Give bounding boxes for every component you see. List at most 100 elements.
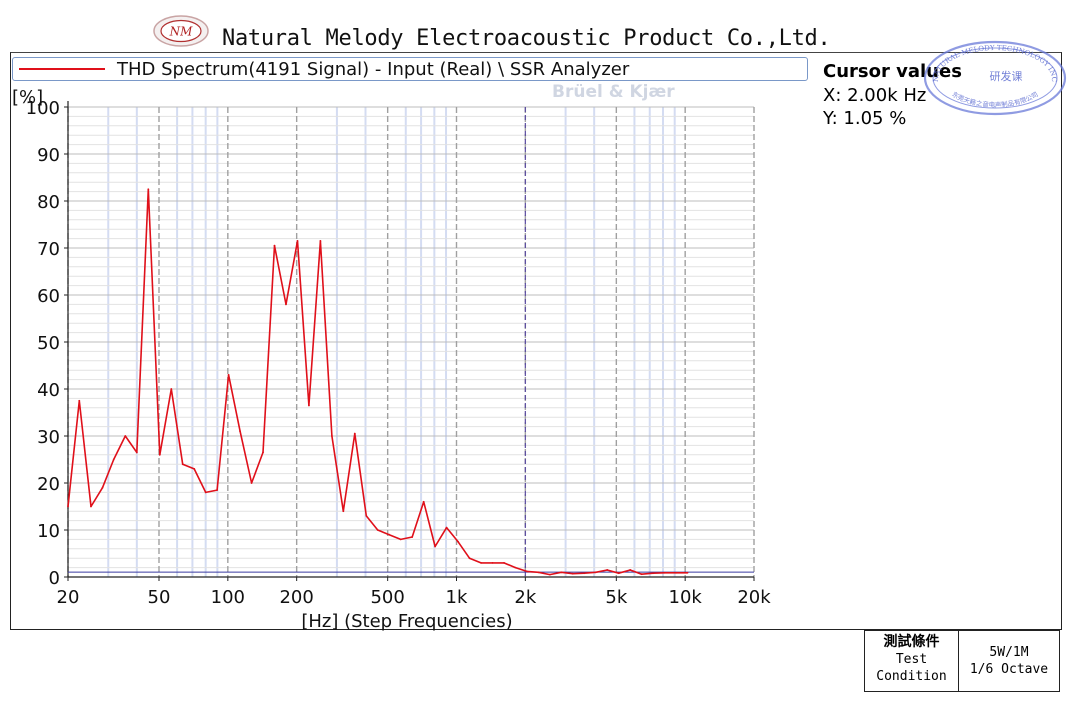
y-tick-label: 0 [49,568,60,589]
data-point [617,572,620,575]
data-point [468,557,471,560]
y-tick-label: 30 [37,427,60,448]
data-point [640,573,643,576]
company-logo: NM [153,15,209,47]
svg-text:东莞天籁之音电声制品有限公司: 东莞天籁之音电声制品有限公司 [950,89,1039,109]
y-tick-label: 100 [26,98,60,119]
data-point [330,435,333,437]
data-point [629,569,632,571]
test-condition-table: 測試條件 Test Condition 5W/1M 1/6 Octave [864,630,1060,692]
data-point [399,538,402,541]
test-condition-label-en-2: Condition [876,669,947,684]
data-point [124,435,127,437]
data-point [227,374,230,376]
data-point [365,515,368,517]
data-point [411,536,414,538]
data-point [101,486,104,489]
data-point [239,430,241,433]
data-point [285,303,287,306]
data-point [663,571,666,574]
data-point [480,562,482,564]
test-condition-value: 5W/1M 1/6 Octave [959,631,1059,691]
x-tick-label: 20 [57,587,80,608]
data-point [571,572,574,575]
x-tick-label: 50 [148,587,171,608]
x-tick-label: 500 [370,587,404,608]
data-point [457,540,459,543]
test-condition-label-cn: 測試條件 [883,634,940,650]
data-point [537,571,540,574]
data-point [526,570,528,573]
test-condition-value-1: 5W/1M [989,645,1029,660]
chart-frame [10,52,1062,630]
data-point [308,404,310,407]
y-tick-label: 20 [37,474,60,495]
data-point [262,451,264,454]
legend-swatch [19,68,105,70]
x-axis-label: [Hz] (Step Frequencies) [301,611,512,632]
x-tick-label: 5k [605,587,627,608]
company-name: Natural Melody Electroacoustic Product C… [222,26,831,51]
data-point [445,526,448,529]
data-point [90,505,92,508]
logo-text: NM [169,25,194,39]
data-point [273,244,276,247]
data-point [560,571,563,574]
y-tick-label: 50 [37,333,60,354]
data-point [342,510,345,513]
data-point [181,463,184,466]
stamp-bottom-text: 东莞天籁之音电声制品有限公司 [950,89,1039,109]
x-tick-label: 200 [279,587,313,608]
y-tick-label: 40 [37,380,60,401]
y-tick-label: 80 [37,192,60,213]
stamp-inner-text: 研发课 [990,69,1023,83]
data-point [514,566,517,569]
y-tick-label: 90 [37,145,60,166]
data-point [147,188,150,191]
y-tick-label: 70 [37,239,60,260]
data-point [583,572,586,575]
data-point [250,482,253,484]
data-point [503,562,505,564]
data-point [135,451,138,454]
y-axis-label: [%] [12,87,43,108]
legend: THD Spectrum(4191 Signal) - Input (Real)… [12,57,808,81]
company-stamp: NATURAL MELODY TECHNOLOGY INC 研发课 东莞天籁之音… [923,40,1067,116]
y-tick-label: 10 [37,521,60,542]
x-tick-label: 10k [669,587,703,608]
data-point [170,388,173,390]
data-point [422,500,425,503]
data-point [491,562,494,564]
data-point [388,533,391,536]
data-point [606,569,609,571]
data-point [193,468,196,470]
x-tick-label: 100 [211,587,245,608]
cursor-x-value: X: 2.00k Hz [823,85,927,106]
test-condition-value-2: 1/6 Octave [969,662,1049,677]
test-condition-label: 測試條件 Test Condition [865,631,959,691]
cursor-values-title: Cursor values [823,61,962,82]
data-point [296,240,299,242]
data-point [158,453,161,456]
cursor-y-value: Y: 1.05 % [823,108,907,129]
y-tick-label: 60 [37,286,60,307]
data-point [675,571,677,574]
x-tick-label: 2k [514,587,536,608]
data-point [67,505,69,508]
data-point [434,545,437,548]
data-point [686,571,689,574]
data-point [376,529,379,531]
data-point [216,489,219,491]
data-point [594,571,597,574]
data-point [548,573,551,576]
x-tick-label: 20k [737,587,771,608]
brand-watermark: Brüel & Kjær [552,82,675,102]
data-point [353,432,356,435]
x-tick-label: 1k [446,587,468,608]
legend-label: THD Spectrum(4191 Signal) - Input (Real)… [117,59,630,80]
data-point [652,572,655,575]
data-point [319,240,322,242]
data-point [204,491,207,494]
test-condition-label-en-1: Test [895,652,928,667]
data-point [78,399,81,402]
